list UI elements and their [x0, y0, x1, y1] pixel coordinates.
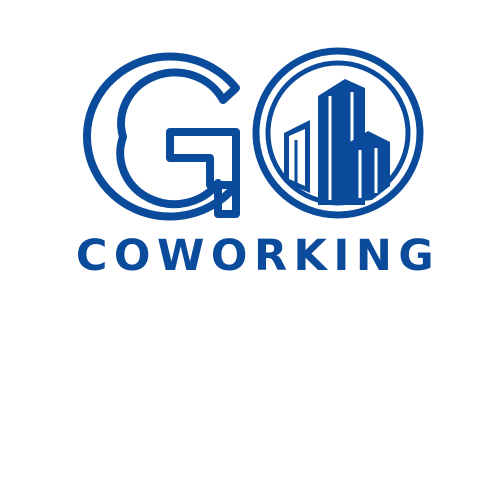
circle-buildings-icon — [252, 47, 424, 219]
letter-g-icon — [83, 52, 240, 221]
left-building-icon — [284, 120, 310, 193]
coworking-wordmark: COWORKING — [76, 231, 440, 281]
right-building-icon — [345, 131, 390, 203]
